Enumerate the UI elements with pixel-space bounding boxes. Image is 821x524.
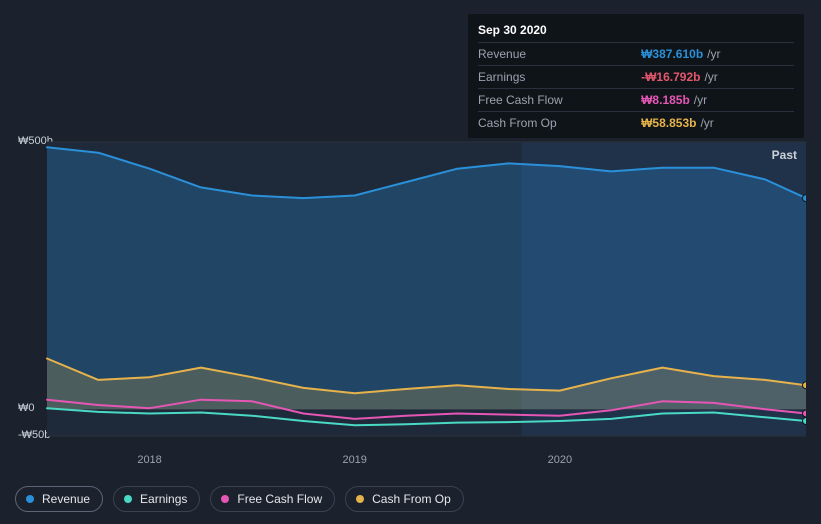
legend-dot-icon bbox=[124, 495, 132, 503]
tooltip-row-value: ₩387.610b/yr bbox=[641, 43, 794, 66]
tooltip-row-value: -₩16.792b/yr bbox=[641, 66, 794, 89]
tooltip-row-label: Cash From Op bbox=[478, 112, 641, 135]
legend-dot-icon bbox=[221, 495, 229, 503]
legend-item-revenue[interactable]: Revenue bbox=[15, 486, 103, 512]
tooltip-row-label: Earnings bbox=[478, 66, 641, 89]
legend-label: Free Cash Flow bbox=[237, 492, 322, 506]
tooltip-table: Revenue ₩387.610b/yrEarnings -₩16.792b/y… bbox=[478, 42, 794, 134]
legend: Revenue Earnings Free Cash Flow Cash From O… bbox=[15, 486, 464, 512]
legend-label: Cash From Op bbox=[372, 492, 451, 506]
legend-label: Earnings bbox=[140, 492, 187, 506]
legend-dot-icon bbox=[26, 495, 34, 503]
tooltip-date: Sep 30 2020 bbox=[478, 20, 794, 42]
legend-item-earnings[interactable]: Earnings bbox=[113, 486, 200, 512]
financials-chart[interactable] bbox=[15, 120, 806, 476]
legend-dot-icon bbox=[356, 495, 364, 503]
legend-item-cash-from-op[interactable]: Cash From Op bbox=[345, 486, 464, 512]
past-label: Past bbox=[772, 148, 797, 162]
legend-label: Revenue bbox=[42, 492, 90, 506]
tooltip-row-value: ₩8.185b/yr bbox=[641, 89, 794, 112]
tooltip-row-value: ₩58.853b/yr bbox=[641, 112, 794, 135]
tooltip-row-label: Free Cash Flow bbox=[478, 89, 641, 112]
chart-tooltip: Sep 30 2020 Revenue ₩387.610b/yrEarnings… bbox=[468, 14, 804, 138]
tooltip-row-label: Revenue bbox=[478, 43, 641, 66]
legend-item-free-cash-flow[interactable]: Free Cash Flow bbox=[210, 486, 335, 512]
